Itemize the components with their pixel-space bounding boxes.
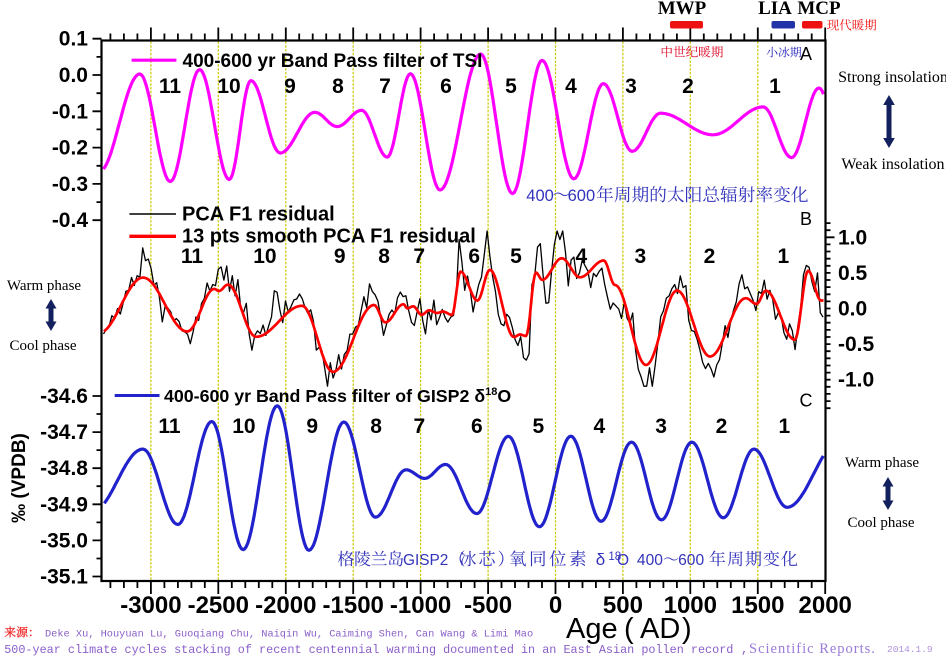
svg-text:Weak insolation: Weak insolation	[841, 156, 944, 173]
svg-text:-0.1: -0.1	[52, 100, 89, 123]
svg-text:13 pts smooth PCA F1 residual: 13 pts smooth PCA F1 residual	[182, 226, 476, 248]
svg-text:1: 1	[769, 75, 781, 98]
svg-text:1: 1	[777, 245, 789, 268]
svg-text:400: 400	[637, 552, 663, 569]
svg-text:10: 10	[217, 75, 240, 98]
svg-text:3: 3	[635, 245, 647, 268]
svg-text:,: ,	[741, 643, 748, 657]
svg-text:-2000: -2000	[255, 592, 316, 619]
svg-text:Cool phase: Cool phase	[9, 338, 76, 354]
svg-text:-1.0: -1.0	[838, 369, 874, 392]
svg-text:Warm phase: Warm phase	[845, 455, 920, 471]
svg-text:9: 9	[306, 415, 318, 438]
svg-text:Age: Age	[566, 613, 618, 645]
svg-text:-1000: -1000	[390, 592, 451, 619]
svg-text:3: 3	[655, 415, 667, 438]
svg-text:500-year climate cycles stacki: 500-year climate cycles stacking of rece…	[4, 643, 733, 657]
svg-text:5: 5	[510, 245, 522, 268]
svg-text:0.0: 0.0	[838, 298, 867, 321]
svg-text:1: 1	[778, 415, 790, 438]
svg-text:6: 6	[468, 245, 480, 268]
svg-text:Warm phase: Warm phase	[7, 278, 82, 294]
svg-text:10: 10	[232, 415, 255, 438]
svg-text:Deke Xu, Houyuan Lu, Guoqiang: Deke Xu, Houyuan Lu, Guoqiang Chu, Naiqi…	[45, 629, 533, 641]
svg-text:4: 4	[565, 75, 577, 98]
svg-text:-34.7: -34.7	[40, 421, 88, 444]
svg-text:-35.0: -35.0	[40, 529, 88, 552]
svg-text:0.1: 0.1	[59, 28, 89, 51]
svg-text:4: 4	[576, 245, 588, 268]
svg-text:2: 2	[704, 245, 716, 268]
svg-text:‰ (VPDB): ‰ (VPDB)	[9, 433, 30, 523]
svg-text:-0.4: -0.4	[52, 209, 89, 232]
svg-text:δ: δ	[596, 550, 605, 569]
svg-text:2014.1.9: 2014.1.9	[887, 644, 933, 655]
svg-text:8: 8	[332, 75, 344, 98]
svg-text:-500: -500	[464, 592, 512, 619]
svg-text:Cool phase: Cool phase	[847, 515, 914, 531]
svg-text:5: 5	[505, 75, 517, 98]
svg-text:6: 6	[471, 415, 483, 438]
svg-text:7: 7	[379, 75, 391, 98]
svg-text:-35.1: -35.1	[40, 566, 88, 589]
svg-text:O: O	[617, 552, 629, 569]
svg-text:4: 4	[594, 415, 606, 438]
svg-text:7: 7	[413, 415, 425, 438]
svg-text:-2500: -2500	[188, 592, 249, 619]
svg-text:8: 8	[370, 415, 382, 438]
svg-text:C: C	[800, 391, 813, 411]
svg-text:-34.9: -34.9	[40, 493, 88, 516]
svg-text:-3000: -3000	[120, 592, 181, 619]
svg-text:LIA: LIA	[758, 0, 792, 19]
svg-text:0.5: 0.5	[838, 262, 868, 285]
svg-text:PCA F1 residual: PCA F1 residual	[182, 204, 335, 226]
svg-text:11: 11	[159, 75, 182, 98]
svg-text:6: 6	[440, 75, 452, 98]
svg-text:5: 5	[533, 415, 545, 438]
svg-text:1.0: 1.0	[838, 226, 867, 249]
svg-text:400: 400	[526, 187, 554, 205]
svg-text:Strong insolation: Strong insolation	[838, 69, 946, 86]
svg-text:0.0: 0.0	[59, 64, 88, 87]
svg-text:8: 8	[378, 245, 390, 268]
svg-text:1000: 1000	[664, 592, 717, 619]
svg-text:Scientific Reports.: Scientific Reports.	[749, 641, 876, 657]
svg-text:(: (	[624, 613, 634, 645]
svg-text:600: 600	[568, 187, 596, 205]
svg-text:2: 2	[682, 75, 694, 98]
svg-text:18: 18	[608, 551, 621, 563]
svg-text:400-600 yr Band Pass filter of: 400-600 yr Band Pass filter of TSI	[183, 51, 483, 72]
svg-text:-0.3: -0.3	[52, 173, 88, 196]
svg-text:MCP: MCP	[797, 0, 841, 19]
svg-text:500: 500	[603, 592, 643, 619]
svg-text:-0.2: -0.2	[52, 137, 88, 160]
svg-text:A: A	[800, 44, 812, 64]
svg-text:0: 0	[549, 592, 562, 619]
svg-text:2: 2	[716, 415, 728, 438]
svg-text:-34.8: -34.8	[40, 457, 88, 480]
svg-text:1500: 1500	[731, 592, 784, 619]
svg-text:11: 11	[181, 245, 204, 268]
svg-text:7: 7	[413, 245, 425, 268]
svg-text:GISP2: GISP2	[403, 552, 448, 569]
svg-text:400-600 yr Band Pass filter of: 400-600 yr Band Pass filter of GISP2 δ18…	[164, 386, 511, 406]
svg-text:-34.6: -34.6	[40, 385, 88, 408]
svg-text:MWP: MWP	[658, 0, 707, 19]
svg-text:3: 3	[625, 75, 637, 98]
svg-text:9: 9	[284, 75, 296, 98]
svg-text:600: 600	[678, 552, 704, 569]
svg-text:10: 10	[253, 245, 276, 268]
svg-text:11: 11	[158, 415, 181, 438]
svg-text:-0.5: -0.5	[838, 333, 875, 356]
svg-text:): )	[682, 613, 692, 645]
svg-text:AD: AD	[640, 613, 680, 645]
svg-text:2000: 2000	[799, 592, 852, 619]
svg-text:B: B	[800, 209, 812, 229]
svg-text:-1500: -1500	[323, 592, 384, 619]
svg-text:9: 9	[334, 245, 346, 268]
